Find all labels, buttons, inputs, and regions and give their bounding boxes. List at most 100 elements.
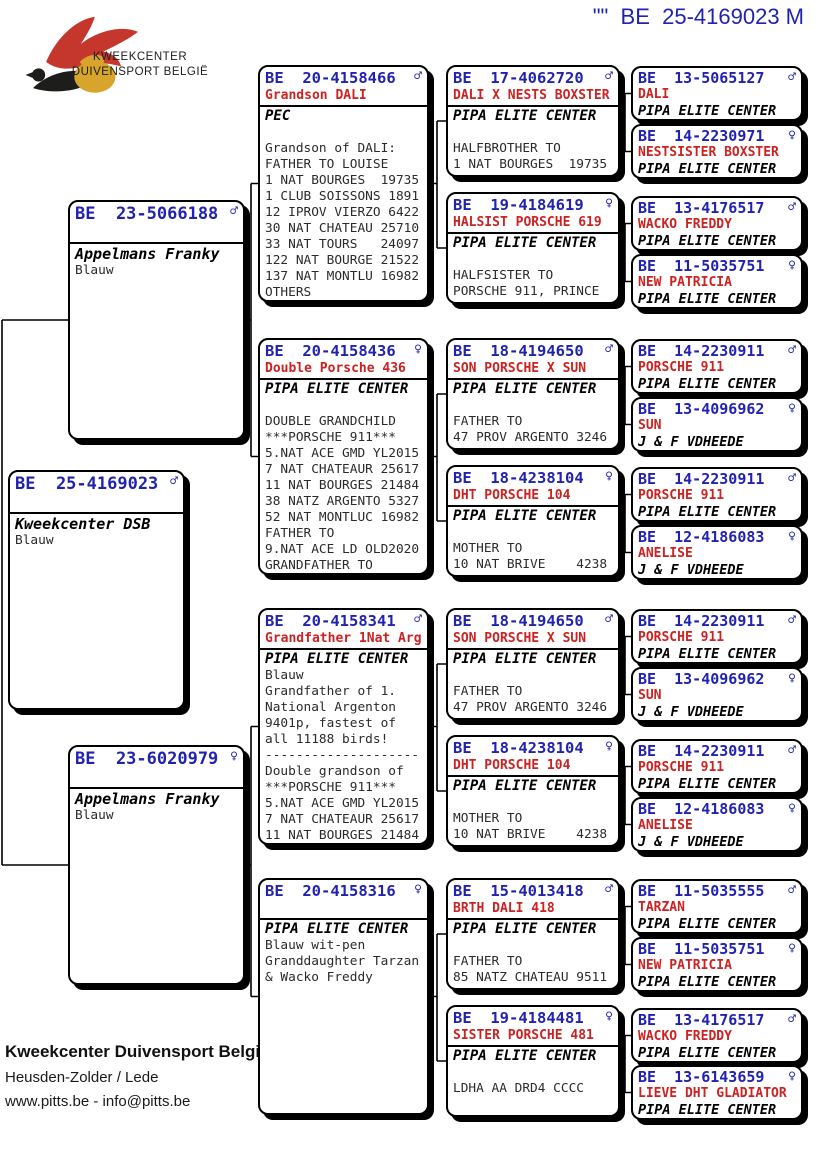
fancier-name: PIPA ELITE CENTER bbox=[453, 108, 597, 124]
pedigree-box[interactable]: BE 11-5035751 ♀ NEW PATRICIA PIPA ELITE CEN… bbox=[631, 937, 803, 992]
pedigree-box[interactable]: BE 13-4096962 ♀ SUN J & F VDHEEDE bbox=[631, 667, 803, 722]
pedigree-box[interactable]: BE 13-4176517 ♂ WACKO FREDDY PIPA ELITE CEN… bbox=[631, 196, 803, 251]
pedigree-box[interactable]: BE 19-4184481 ♀ SISTER PORSCHE 481 PIPA ELI… bbox=[446, 1005, 620, 1117]
male-icon: ♂ bbox=[170, 474, 178, 489]
fancier-name: PIPA ELITE CENTER bbox=[638, 974, 777, 990]
box-divider bbox=[448, 775, 618, 777]
bird-name bbox=[15, 495, 178, 511]
ring-row: BE 19-4184619 ♀ bbox=[453, 196, 613, 215]
ring-row: BE 14-2230911 ♂ bbox=[638, 613, 796, 630]
ring-number: BE 18-4238104 bbox=[453, 469, 584, 487]
ring-number: BE 13-4096962 bbox=[638, 400, 765, 418]
box-divider bbox=[260, 648, 427, 650]
box-divider bbox=[70, 787, 243, 789]
fancier-name: Appelmans Franky bbox=[75, 245, 220, 263]
note-line: 9401p, fastest of bbox=[265, 716, 396, 731]
pedigree-box[interactable]: BE 20-4158341 ♂ Grandfather 1Nat Arg PIPA E… bbox=[258, 608, 429, 845]
box-divider bbox=[448, 378, 618, 380]
fancier-name: PIPA ELITE CENTER bbox=[453, 921, 597, 937]
pedigree-box[interactable]: BE 23-6020979 ♀ Appelmans Franky Blauw bbox=[68, 745, 245, 985]
pedigree-box[interactable]: BE 15-4013418 ♂ BRTH DALI 418 PIPA ELITE CE… bbox=[446, 878, 620, 990]
female-icon: ♀ bbox=[605, 196, 613, 211]
pedigree-box[interactable]: BE 19-4184619 ♀ HALSIST PORSCHE 619 PIPA EL… bbox=[446, 192, 620, 304]
ring-row: BE 12-4186083 ♀ bbox=[638, 801, 796, 818]
note-line: ***PORSCHE 911*** bbox=[265, 780, 396, 795]
footer-contact: www.pitts.be - info@pitts.be bbox=[5, 1093, 191, 1110]
pedigree-box[interactable]: BE 17-4062720 ♂ DALI X NESTS BOXSTER PIPA E… bbox=[446, 65, 620, 177]
fancier-name: PIPA ELITE CENTER bbox=[265, 381, 409, 397]
note-line: 5.NAT ACE GMD YL2015 bbox=[265, 446, 420, 461]
fancier-name: PIPA ELITE CENTER bbox=[453, 508, 597, 524]
pedigree-box[interactable]: BE 23-5066188 ♂ Appelmans Franky Blauw bbox=[68, 200, 245, 440]
pedigree-box[interactable]: BE 20-4158436 ♀ Double Porsche 436 PIPA ELI… bbox=[258, 338, 429, 575]
pedigree-box[interactable]: BE 12-4186083 ♀ ANELISE J & F VDHEEDE bbox=[631, 525, 803, 580]
male-icon: ♂ bbox=[605, 612, 613, 627]
ring-number: BE 12-4186083 bbox=[638, 800, 765, 818]
bird-name bbox=[265, 901, 422, 917]
ring-row: BE 14-2230911 ♂ bbox=[638, 743, 796, 760]
male-icon: ♂ bbox=[414, 612, 422, 627]
bird-name: Grandson DALI bbox=[265, 88, 367, 103]
note-line: Double grandson of bbox=[265, 764, 404, 779]
female-icon: ♀ bbox=[788, 128, 796, 143]
pedigree-box[interactable]: BE 13-4096962 ♀ SUN J & F VDHEEDE bbox=[631, 397, 803, 452]
box-notes: FATHER TO 47 PROV ARGENTO 3246 bbox=[453, 398, 613, 446]
note-line: 9.NAT ACE LD OLD2020 bbox=[265, 542, 420, 557]
pedigree-box[interactable]: BE 18-4238104 ♀ DHT PORSCHE 104 PIPA ELITE … bbox=[446, 735, 620, 847]
box-divider bbox=[10, 512, 183, 514]
pedigree-box[interactable]: BE 20-4158466 ♂ Grandson DALI PEC Grandson … bbox=[258, 65, 429, 302]
ring-number: BE 14-2230971 bbox=[638, 127, 765, 145]
pedigree-box[interactable]: BE 13-6143659 ♀ LIEVE DHT GLADIATOR PIPA EL… bbox=[631, 1065, 803, 1120]
note-line: 33 NAT TOURS 24097 bbox=[265, 237, 420, 252]
note-line: Blauw bbox=[75, 808, 114, 823]
pedigree-box[interactable]: BE 11-5035555 ♂ TARZAN PIPA ELITE CENTER bbox=[631, 879, 803, 934]
pedigree-box[interactable]: BE 14-2230911 ♂ PORSCHE 911 PIPA ELITE CENT… bbox=[631, 339, 803, 394]
female-icon: ♀ bbox=[788, 258, 796, 273]
ring-number: BE 20-4158436 bbox=[265, 342, 396, 360]
bird-name: PORSCHE 911 bbox=[638, 360, 725, 375]
bird-name: PORSCHE 911 bbox=[638, 488, 725, 503]
ring-row: BE 13-4096962 ♀ bbox=[638, 401, 796, 418]
ring-number: BE 19-4184619 bbox=[453, 196, 584, 214]
ring-row: BE 18-4194650 ♂ bbox=[453, 342, 613, 361]
pedigree-box[interactable]: BE 13-4176517 ♂ WACKO FREDDY PIPA ELITE CEN… bbox=[631, 1008, 803, 1063]
note-line: 7 NAT CHATEAUR 25617 bbox=[265, 812, 420, 827]
pedigree-box[interactable]: BE 12-4186083 ♀ ANELISE J & F VDHEEDE bbox=[631, 797, 803, 852]
note-line bbox=[453, 398, 613, 414]
note-line: 122 NAT BOURGE 21522 bbox=[265, 253, 420, 268]
pedigree-box[interactable]: BE 13-5065127 ♂ DALI PIPA ELITE CENTER bbox=[631, 66, 803, 121]
fancier-name: J & F VDHEEDE bbox=[638, 704, 744, 720]
female-icon: ♀ bbox=[414, 882, 422, 897]
fancier-name: PEC bbox=[265, 108, 291, 124]
pedigree-box[interactable]: BE 18-4194650 ♂ SON PORSCHE X SUN PIPA ELIT… bbox=[446, 608, 620, 720]
note-line: Blauw bbox=[75, 263, 114, 278]
pedigree-box[interactable]: BE 20-4158316 ♀ PIPA ELITE CENTER Blauw wi… bbox=[258, 878, 429, 1115]
ring-number: BE 14-2230911 bbox=[638, 612, 765, 630]
pedigree-box[interactable]: BE 11-5035751 ♀ NEW PATRICIA PIPA ELITE CEN… bbox=[631, 254, 803, 309]
ring-number: BE 17-4062720 bbox=[453, 69, 584, 87]
note-line: National Argenton bbox=[265, 700, 396, 715]
pedigree-box[interactable]: BE 18-4238104 ♀ DHT PORSCHE 104 PIPA ELITE … bbox=[446, 465, 620, 577]
male-icon: ♂ bbox=[788, 743, 796, 758]
note-line: FATHER TO bbox=[453, 414, 523, 429]
bird-name: WACKO FREDDY bbox=[638, 217, 732, 232]
pedigree-box[interactable]: BE 14-2230911 ♂ PORSCHE 911 PIPA ELITE CENT… bbox=[631, 467, 803, 522]
pedigree-box[interactable]: BE 14-2230911 ♂ PORSCHE 911 PIPA ELITE CENT… bbox=[631, 609, 803, 664]
note-line: 10 NAT BRIVE 4238 bbox=[453, 557, 608, 572]
fancier-name: Appelmans Franky bbox=[75, 790, 220, 808]
ring-row: BE 23-5066188 ♂ bbox=[75, 204, 238, 225]
box-notes: Blauw bbox=[15, 533, 178, 549]
male-icon: ♂ bbox=[788, 343, 796, 358]
pedigree-box[interactable]: BE 14-2230971 ♀ NESTSISTER BOXSTER PIPA ELI… bbox=[631, 124, 803, 179]
pedigree-box[interactable]: BE 14-2230911 ♂ PORSCHE 911 PIPA ELITE CENT… bbox=[631, 739, 803, 794]
ring-number: BE 11-5035555 bbox=[638, 882, 765, 900]
box-divider bbox=[448, 648, 618, 650]
fancier-name: PIPA ELITE CENTER bbox=[638, 1045, 777, 1061]
fancier-name: PIPA ELITE CENTER bbox=[638, 103, 777, 119]
pedigree-box[interactable]: BE 25-4169023 ♂ Kweekcenter DSB Blauw bbox=[8, 470, 185, 710]
bird-name: ANELISE bbox=[638, 546, 693, 561]
pedigree-box[interactable]: BE 18-4194650 ♂ SON PORSCHE X SUN PIPA ELIT… bbox=[446, 338, 620, 450]
note-line: FATHER TO bbox=[453, 954, 523, 969]
ring-number: BE 20-4158316 bbox=[265, 882, 396, 900]
